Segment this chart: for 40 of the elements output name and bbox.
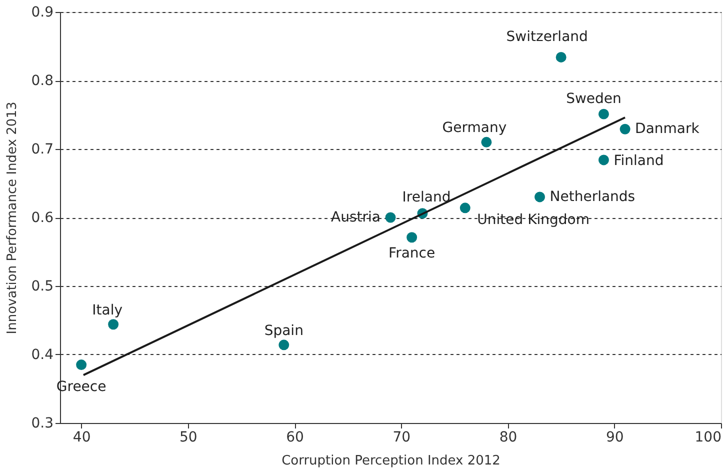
- y-tick-label: 0.6: [31, 210, 54, 226]
- x-tick-label: 60: [286, 430, 304, 446]
- annotation: France: [388, 245, 436, 262]
- annotation: Spain: [264, 322, 304, 339]
- y-axis-title: Innovation Performance Index 2013: [5, 102, 20, 334]
- point: [76, 360, 87, 370]
- annotation: Germany: [442, 120, 507, 136]
- annotation: Danmark: [635, 121, 700, 138]
- point: [598, 154, 609, 166]
- point: [406, 232, 418, 243]
- annotation: Sweden: [566, 91, 622, 108]
- x-tick-label: 40: [72, 430, 91, 446]
- y-tick-label: 0.8: [31, 73, 54, 89]
- x-tick-label: 50: [180, 430, 198, 446]
- point: [598, 108, 609, 120]
- annotation: Ireland: [402, 189, 451, 206]
- annotation: Finland: [614, 152, 664, 169]
- point: [278, 340, 290, 350]
- x-tick-label: 70: [392, 430, 411, 446]
- annotation: Switzerland: [506, 29, 588, 46]
- y-tick-label: 0.4: [31, 347, 54, 363]
- y-tick-label: 0.3: [31, 416, 54, 432]
- annotation: Italy: [92, 302, 122, 318]
- point: [481, 136, 492, 148]
- x-tick-label: 100: [694, 430, 722, 446]
- point: [460, 202, 470, 214]
- y-tick-label: 0.9: [31, 4, 54, 20]
- point: [385, 212, 396, 223]
- point: [534, 192, 545, 202]
- annotation: Netherlands: [550, 188, 636, 205]
- annotation: United Kingdom: [477, 212, 590, 228]
- point: [620, 124, 630, 134]
- x-axis-title: Corruption Perception Index 2012: [282, 454, 500, 468]
- y-tick-label: 0.5: [31, 278, 54, 294]
- x-tick-label: 90: [606, 430, 624, 446]
- point: [108, 319, 119, 330]
- y-tick-label: 0.7: [31, 142, 54, 158]
- annotation: Austria: [331, 210, 380, 226]
- point: [556, 52, 566, 62]
- x-tick-label: 80: [499, 430, 518, 446]
